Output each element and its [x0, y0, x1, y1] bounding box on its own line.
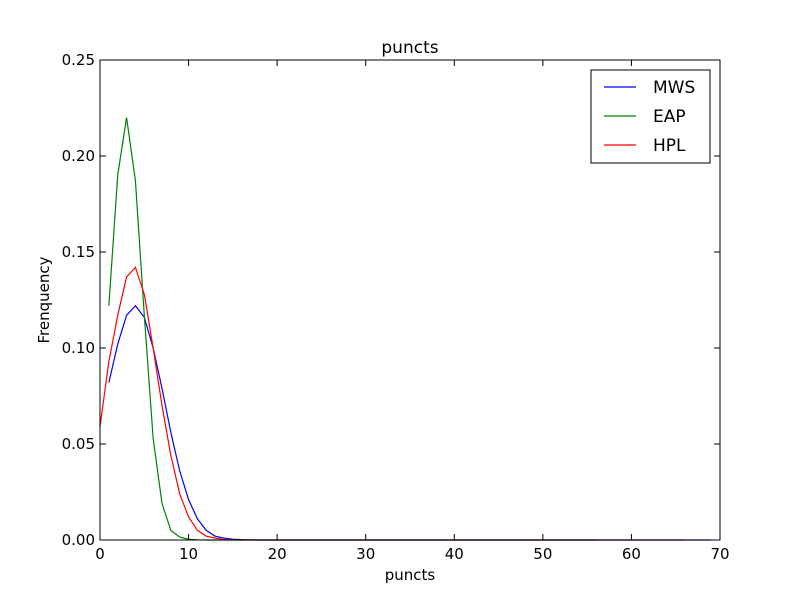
y-tick-label: 0.15 — [62, 243, 95, 261]
x-tick-label: 50 — [533, 545, 552, 563]
x-tick-label: 0 — [95, 545, 105, 563]
y-tick-label: 0.25 — [62, 51, 95, 69]
x-axis: 0 10 20 30 40 50 60 70 — [95, 60, 730, 563]
x-tick-label: 70 — [710, 545, 729, 563]
x-tick-label: 60 — [622, 545, 641, 563]
x-axis-label: puncts — [385, 566, 436, 584]
x-tick-label: 10 — [179, 545, 198, 563]
y-axis: 0.00 0.05 0.10 0.15 0.20 0.25 — [62, 51, 720, 549]
legend-label-hpl: HPL — [653, 136, 686, 156]
chart-title: puncts — [381, 38, 438, 58]
y-tick-label: 0.05 — [62, 435, 95, 453]
y-tick-label: 0.00 — [62, 531, 95, 549]
y-tick-label: 0.20 — [62, 147, 95, 165]
y-axis-label: Frenquency — [35, 256, 53, 343]
x-tick-label: 20 — [268, 545, 287, 563]
y-tick-label: 0.10 — [62, 339, 95, 357]
axes-frame — [99, 59, 721, 541]
x-tick-label: 40 — [445, 545, 464, 563]
legend: MWS EAP HPL — [590, 69, 711, 164]
legend-label-eap: EAP — [653, 107, 686, 127]
legend-label-mws: MWS — [653, 78, 695, 98]
x-tick-label: 30 — [356, 545, 375, 563]
